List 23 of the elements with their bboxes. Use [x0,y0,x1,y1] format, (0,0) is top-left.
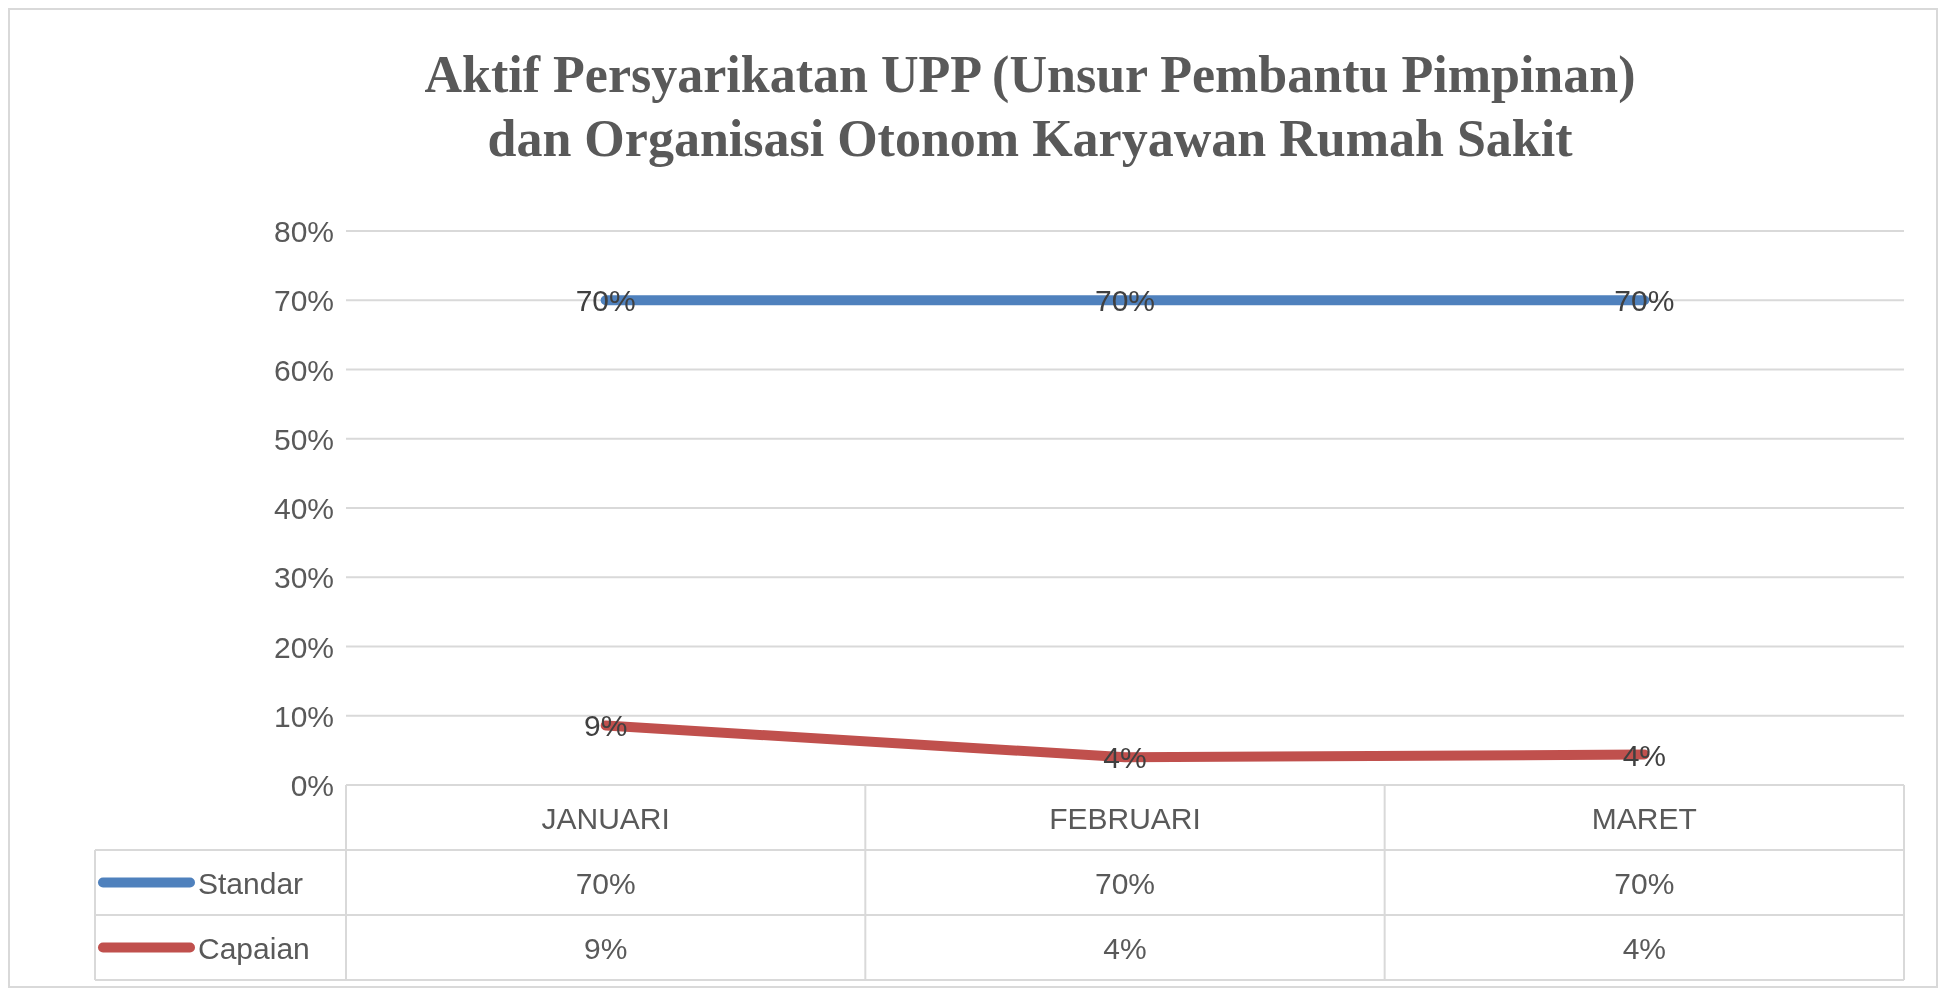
y-tick-label: 30% [273,561,334,595]
text: 70% [1614,284,1675,318]
x-tick-label: FEBRUARI [1049,801,1201,835]
data-label: 70% [575,866,636,900]
data-label: 4% [1622,931,1667,965]
y-tick-label: 70% [273,284,334,318]
x-tick-label: MARET [1591,801,1697,835]
y-tick-label: 50% [273,422,334,456]
y-tick-label: 20% [273,630,334,664]
data-label: 9% [583,931,628,965]
legend-label: Capaian [198,931,310,965]
y-tick-label: 0% [290,769,334,802]
y-tick-label: 10% [273,699,334,733]
y-tick-label: 40% [273,492,334,525]
data-label: 70% [1614,866,1675,900]
legend-label: Standar [198,866,304,900]
data-label: 70% [1094,866,1156,900]
x-tick-label: JANUARI [541,801,670,835]
chart-title: Aktif Persyarikatan UPP (Unsur Pembantu Pimpinan) dan Organisasi Otonom Karyawan Rumah Sakit [424,46,1636,167]
y-tick-label: 80% [273,215,334,248]
data-label: 4% [1103,931,1147,965]
y-tick-label: 60% [273,353,334,387]
text: 70% [575,284,636,318]
